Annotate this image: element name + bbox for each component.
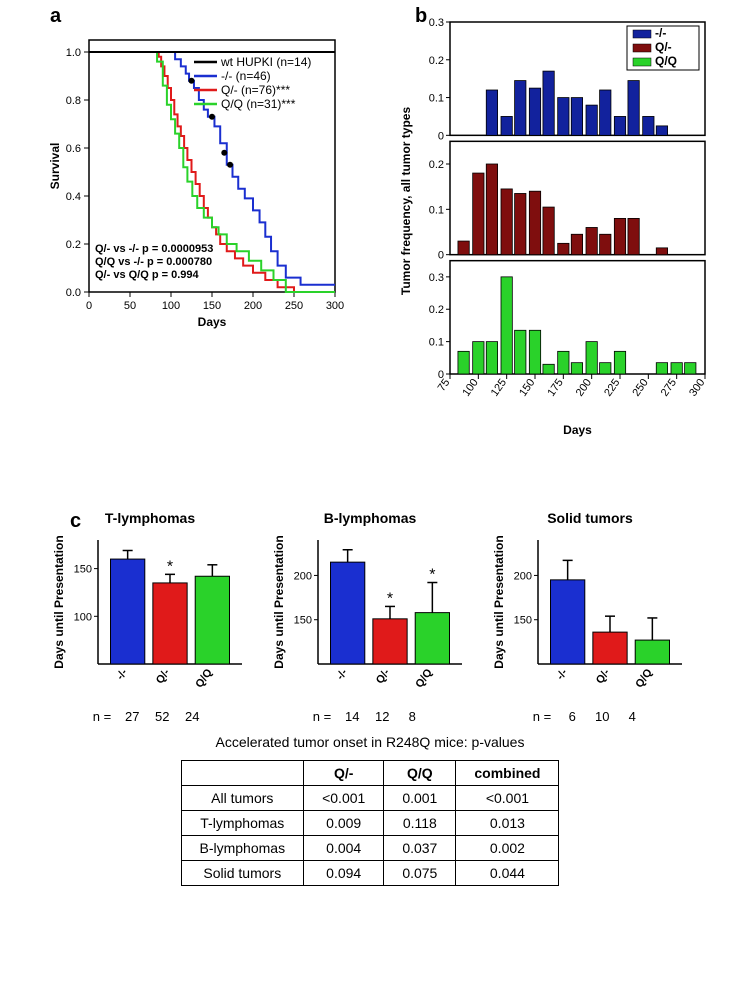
svg-text:0.6: 0.6 <box>66 143 81 155</box>
svg-text:0.3: 0.3 <box>429 17 444 29</box>
svg-text:0.3: 0.3 <box>429 272 444 284</box>
svg-text:0.0: 0.0 <box>66 287 81 299</box>
svg-text:200: 200 <box>244 300 262 312</box>
bar-chart-row: T-lymphomas 100 150 Days until Presentatio… <box>0 510 740 720</box>
svg-text:150: 150 <box>514 615 532 627</box>
bar-chart-b-lymphomas: B-lymphomas 150 200 Days until Presentatio… <box>270 510 470 720</box>
svg-text:-/-: -/- <box>554 667 570 683</box>
chart-title: Solid tumors <box>490 510 690 526</box>
svg-text:0.8: 0.8 <box>66 95 81 107</box>
svg-text:100: 100 <box>74 611 92 623</box>
pvalue-table: Q/-Q/QcombinedAll tumors<0.0010.001<0.00… <box>181 760 560 886</box>
svg-text:Survival: Survival <box>48 143 62 190</box>
svg-text:Q/Q: Q/Q <box>655 54 677 68</box>
pvalue-table-caption: Accelerated tumor onset in R248Q mice: p… <box>0 734 740 750</box>
svg-text:150: 150 <box>294 615 312 627</box>
bar-chart-solid-tumors: Solid tumors 150 200 Days until Presentati… <box>490 510 690 720</box>
svg-text:Days: Days <box>198 315 227 329</box>
svg-text:Q/- vs Q/Q p = 0.994: Q/- vs Q/Q p = 0.994 <box>95 269 200 281</box>
svg-text:150: 150 <box>203 300 221 312</box>
svg-text:Q/- (n=76)***: Q/- (n=76)*** <box>221 83 290 97</box>
svg-text:300: 300 <box>326 300 344 312</box>
panel-b-histogram: -/-Q/-Q/Q00.10.20.300.10.200.10.20.3Tumo… <box>395 0 715 440</box>
svg-text:0: 0 <box>86 300 92 312</box>
svg-text:0.2: 0.2 <box>429 159 444 171</box>
svg-text:0: 0 <box>438 130 444 142</box>
svg-text:150: 150 <box>517 377 537 399</box>
svg-text:-/-: -/- <box>334 667 350 683</box>
svg-text:150: 150 <box>74 564 92 576</box>
panel-a-survival-chart: 0 50 100 150 200 250 300 0.0 0.2 0.4 0.6 0.8 1.0 Days… <box>45 30 345 330</box>
svg-text:275: 275 <box>659 377 679 399</box>
svg-text:Days until Presentation: Days until Presentation <box>52 535 66 668</box>
svg-text:Days until Presentation: Days until Presentation <box>272 535 286 668</box>
svg-text:0.2: 0.2 <box>429 55 444 67</box>
panel-label-a: a <box>50 5 61 28</box>
svg-text:50: 50 <box>124 300 136 312</box>
svg-text:Q/-: Q/- <box>154 667 173 687</box>
svg-text:300: 300 <box>687 377 707 399</box>
svg-text:0.2: 0.2 <box>429 304 444 316</box>
chart-title: B-lymphomas <box>270 510 470 526</box>
svg-text:Q/-: Q/- <box>594 667 613 687</box>
svg-text:1.0: 1.0 <box>66 47 81 59</box>
svg-text:0.1: 0.1 <box>429 93 444 105</box>
svg-text:Tumor frequency, all tumor typ: Tumor frequency, all tumor types <box>399 107 413 296</box>
svg-text:200: 200 <box>294 570 312 582</box>
svg-text:-/-: -/- <box>114 667 130 683</box>
svg-text:175: 175 <box>545 377 565 399</box>
n-row: n =6104 <box>490 709 690 724</box>
svg-text:Q/Q: Q/Q <box>413 666 435 690</box>
svg-text:Q/- vs -/- p = 0.0000953: Q/- vs -/- p = 0.0000953 <box>95 243 213 255</box>
n-row: n =14128 <box>270 709 470 724</box>
svg-text:0: 0 <box>438 250 444 262</box>
svg-text:Q/Q vs -/- p = 0.000780: Q/Q vs -/- p = 0.000780 <box>95 256 212 268</box>
svg-text:0.2: 0.2 <box>66 239 81 251</box>
svg-text:125: 125 <box>489 377 509 399</box>
svg-text:0.1: 0.1 <box>429 337 444 349</box>
svg-text:Days: Days <box>563 423 592 437</box>
chart-title: T-lymphomas <box>50 510 250 526</box>
svg-text:Q/-: Q/- <box>374 667 393 687</box>
svg-text:0.4: 0.4 <box>66 191 81 203</box>
svg-text:Q/-: Q/- <box>655 40 672 54</box>
svg-text:250: 250 <box>630 377 650 399</box>
svg-text:0.1: 0.1 <box>429 204 444 216</box>
svg-text:Q/Q: Q/Q <box>193 666 215 690</box>
svg-text:200: 200 <box>514 570 532 582</box>
panel-c: T-lymphomas 100 150 Days until Presentatio… <box>0 510 740 990</box>
bar-chart-t-lymphomas: T-lymphomas 100 150 Days until Presentatio… <box>50 510 250 720</box>
svg-text:-/-: -/- <box>655 26 666 40</box>
svg-text:Days until Presentation: Days until Presentation <box>492 535 506 668</box>
svg-text:*: * <box>387 590 393 607</box>
svg-text:-/- (n=46): -/- (n=46) <box>221 69 271 83</box>
svg-text:Q/Q (n=31)***: Q/Q (n=31)*** <box>221 97 296 111</box>
svg-text:250: 250 <box>285 300 303 312</box>
svg-text:Q/Q: Q/Q <box>633 666 655 690</box>
svg-text:200: 200 <box>574 377 594 399</box>
n-row: n =275224 <box>50 709 250 724</box>
svg-text:225: 225 <box>602 377 622 399</box>
svg-text:wt HUPKI (n=14): wt HUPKI (n=14) <box>220 55 311 69</box>
svg-text:100: 100 <box>460 377 480 399</box>
svg-text:*: * <box>167 558 173 575</box>
svg-text:100: 100 <box>162 300 180 312</box>
svg-text:*: * <box>429 567 435 584</box>
